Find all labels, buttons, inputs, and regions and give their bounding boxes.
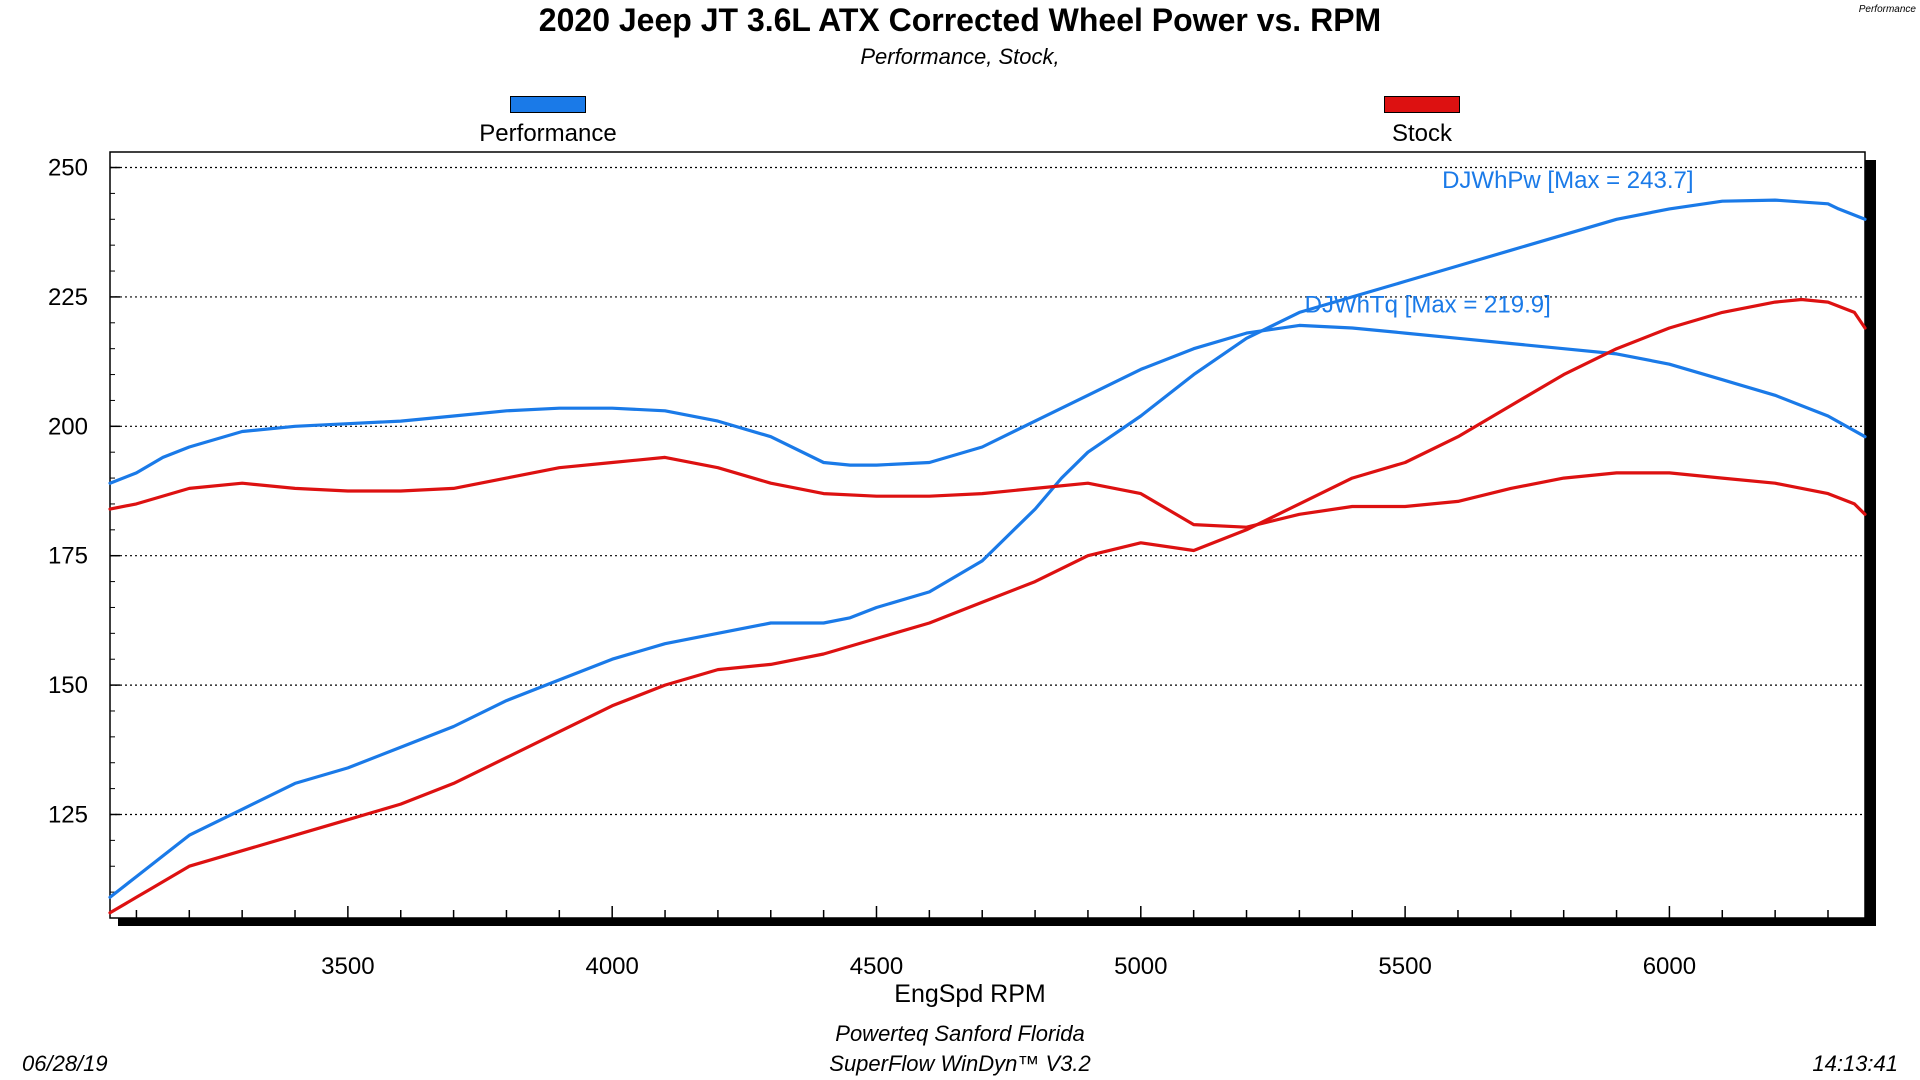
ytick-label-125: 125: [48, 801, 88, 828]
footer-date: 06/28/19: [22, 1051, 108, 1076]
xtick-label-5000: 5000: [1114, 953, 1167, 980]
xtick-label-6000: 6000: [1643, 953, 1696, 980]
y-axis-tick-labels: 125 150 175 200 225 250: [48, 155, 88, 829]
annotation-torque-max: DJWhTq [Max = 219.9]: [1305, 291, 1551, 318]
ytick-label-250: 250: [48, 155, 88, 182]
ytick-label-150: 150: [48, 672, 88, 699]
xtick-label-4500: 4500: [850, 953, 903, 980]
chart-title: 2020 Jeep JT 3.6L ATX Corrected Wheel Po…: [538, 2, 1382, 38]
xtick-label-4000: 4000: [585, 953, 638, 980]
footer-software: SuperFlow WinDyn™ V3.2: [829, 1051, 1091, 1076]
xtick-label-5500: 5500: [1378, 953, 1431, 980]
footer-company: Powerteq Sanford Florida: [835, 1021, 1085, 1046]
series-lines: [108, 198, 1867, 915]
ytick-label-200: 200: [48, 413, 88, 440]
legend-label-stock: Stock: [1391, 120, 1453, 147]
series-line-1: [108, 323, 1867, 485]
corner-label: Performance: [1858, 4, 1916, 15]
axis-ticks: [110, 166, 1829, 919]
series-line-0: [108, 198, 1867, 899]
ytick-label-175: 175: [48, 543, 88, 570]
ytick-label-225: 225: [48, 284, 88, 311]
x-axis-label: EngSpd RPM: [894, 980, 1045, 1008]
annotation-power-max: DJWhPw [Max = 243.7]: [1442, 167, 1693, 194]
plot-area: [109, 151, 1866, 919]
legend-label-performance: Performance: [479, 120, 617, 147]
legend-swatch-stock: [1384, 96, 1460, 113]
xtick-label-3500: 3500: [321, 953, 374, 980]
footer-time: 14:13:41: [1812, 1051, 1898, 1076]
legend-swatch-performance: [510, 96, 586, 113]
chart-subtitle: Performance, Stock,: [860, 44, 1060, 69]
x-axis-tick-labels: 3500 4000 4500 5000 5500 6000: [321, 953, 1696, 980]
series-line-3: [108, 455, 1867, 529]
series-line-2: [108, 297, 1867, 915]
